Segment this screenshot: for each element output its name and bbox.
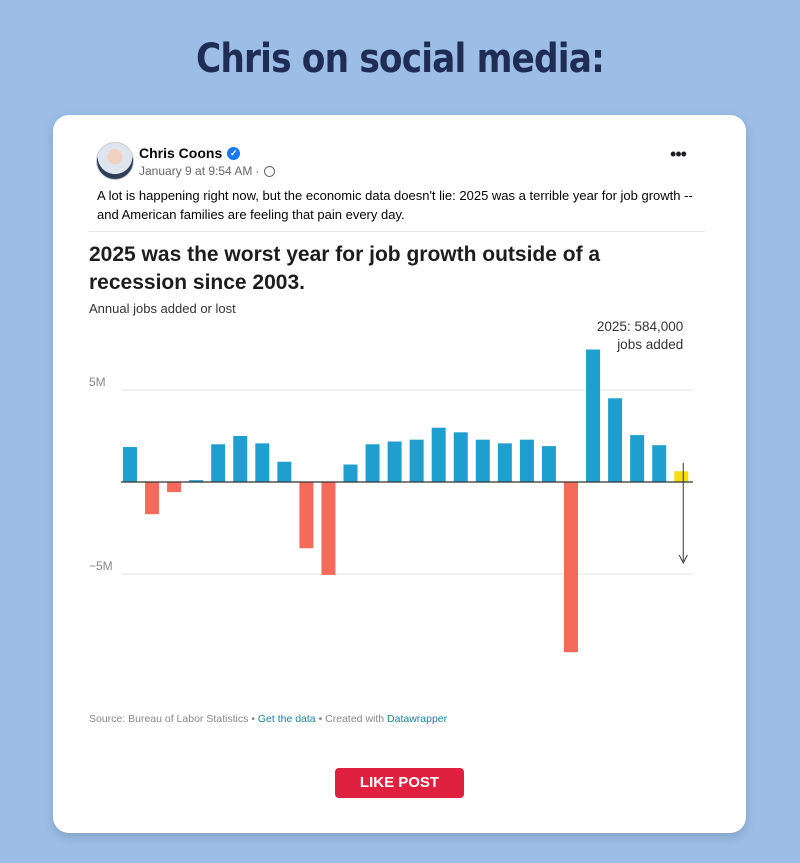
like-post-button[interactable]: LIKE POST: [335, 768, 464, 798]
bar-2009: [321, 482, 336, 575]
source-mid: • Created with: [315, 713, 388, 725]
bar-2006: [255, 443, 270, 482]
bar-2008: [299, 482, 314, 549]
bar-2018: [519, 439, 534, 482]
bar-2011: [365, 444, 380, 482]
datawrapper-link[interactable]: Datawrapper: [387, 713, 448, 725]
bar-chart: 5M−5M2000200520102015202020252025: 584,0…: [89, 319, 693, 653]
bar-2000: [123, 447, 137, 482]
author-name[interactable]: Chris Coons: [139, 145, 223, 161]
bar-2005: [233, 436, 248, 482]
post-text: A lot is happening right now, but the ec…: [97, 188, 693, 222]
meta-separator: ·: [255, 164, 260, 178]
more-options-icon[interactable]: •••: [670, 144, 687, 164]
author-row: Chris Coons ✓: [139, 145, 241, 161]
annotation-arrow-head: [678, 554, 688, 565]
bar-2013: [409, 439, 424, 482]
bar-2024: [652, 445, 667, 482]
bar-2001: [145, 482, 160, 515]
bar-2017: [497, 443, 512, 482]
globe-icon: [264, 165, 276, 177]
page-headline: Chris on social media:: [196, 36, 605, 82]
chart-title: 2025 was the worst year for job growth o…: [89, 243, 601, 294]
bar-2023: [630, 435, 645, 482]
bar-2019: [541, 446, 556, 482]
bar-2021: [586, 349, 601, 482]
verified-badge-icon: ✓: [227, 146, 241, 160]
bar-2022: [608, 398, 623, 482]
chart-subtitle: Annual jobs added or lost: [89, 301, 236, 316]
chart-source: Source: Bureau of Labor Statistics • Get…: [89, 713, 447, 725]
bar-2015: [453, 432, 468, 482]
bar-2020: [564, 482, 578, 653]
post-divider: [89, 231, 705, 232]
bar-2016: [475, 439, 490, 482]
post-meta: January 9 at 9:54 AM ·: [139, 164, 276, 178]
bar-2003: [189, 480, 204, 482]
annotation-line-2: jobs added: [616, 337, 683, 352]
y-tick-label: −5M: [89, 559, 113, 573]
y-tick-label: 5M: [89, 375, 106, 389]
annotation-line-1: 2025: 584,000: [597, 319, 683, 334]
bar-2014: [431, 427, 446, 482]
chart-embed[interactable]: 2025 was the worst year for job growth o…: [89, 231, 705, 731]
source-prefix: Source: Bureau of Labor Statistics •: [89, 713, 258, 725]
bar-2004: [211, 444, 226, 482]
bar-2010: [343, 464, 358, 482]
bar-2007: [277, 461, 292, 482]
bar-2025: [674, 471, 689, 482]
bar-2002: [167, 482, 182, 493]
post-timestamp[interactable]: January 9 at 9:54 AM: [139, 164, 253, 178]
bar-2012: [387, 441, 402, 482]
author-avatar[interactable]: [96, 142, 134, 180]
social-post-card: Chris Coons ✓ January 9 at 9:54 AM · •••…: [53, 115, 746, 833]
get-data-link[interactable]: Get the data: [257, 713, 316, 725]
